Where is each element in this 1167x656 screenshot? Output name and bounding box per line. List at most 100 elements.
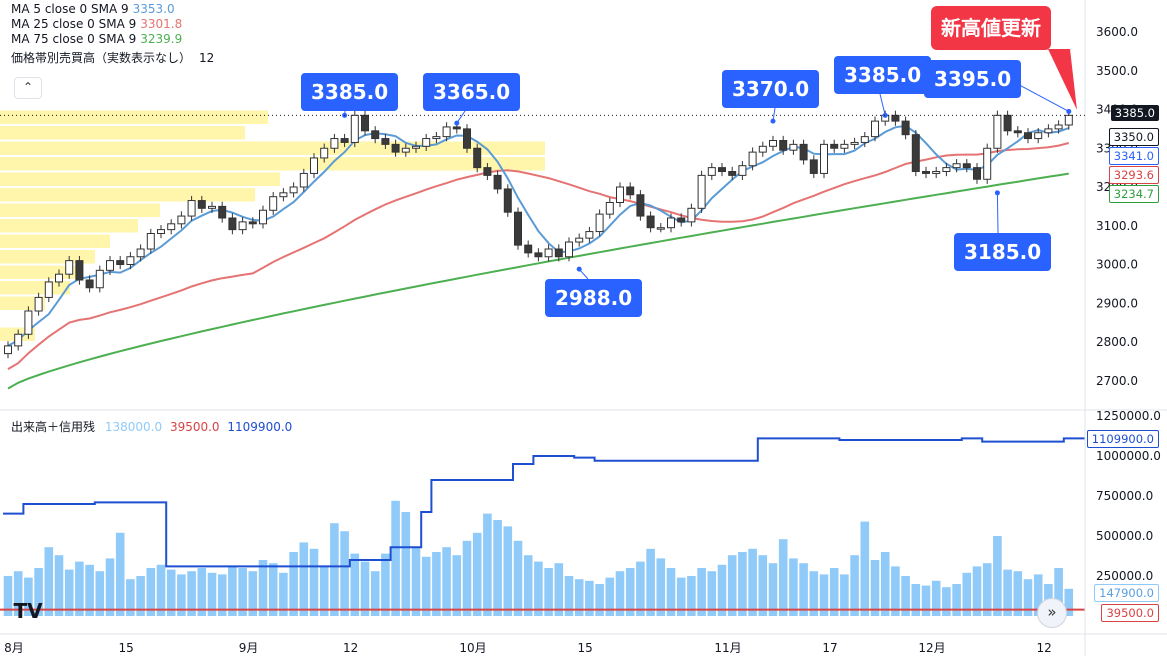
volume-bar — [544, 568, 553, 616]
volume-bar — [1013, 571, 1023, 616]
candle-body — [718, 167, 726, 172]
candle-body — [187, 200, 196, 217]
candle-body — [585, 231, 594, 239]
candle-body — [697, 174, 706, 209]
volume-bar — [748, 548, 757, 616]
candle-body — [973, 167, 981, 180]
collapse-legend-button[interactable]: ⌃ — [14, 77, 42, 99]
candle-body — [983, 147, 992, 180]
volume-profile-row — [0, 110, 268, 124]
candle-body — [381, 138, 390, 145]
candle-body — [4, 345, 12, 355]
volume-bar — [738, 552, 747, 616]
volume-bar — [115, 532, 125, 616]
volume-bar — [727, 555, 737, 616]
volume-bar — [564, 576, 574, 616]
volume-bar — [340, 531, 349, 616]
ma5-line — [7, 124, 1070, 347]
ma25-line — [7, 142, 1070, 370]
volume-bar — [676, 577, 686, 616]
candle-body — [993, 114, 1002, 149]
volume-bar — [931, 580, 941, 616]
volume-bar — [370, 571, 380, 616]
candle-body — [1003, 114, 1012, 132]
candle-body — [116, 260, 125, 265]
price-label-ma25: 3293.6 — [1108, 166, 1159, 184]
price-label-3341: 3341.0 — [1108, 147, 1159, 165]
candle-body — [656, 227, 665, 230]
x-tick-label: 15 — [578, 641, 593, 655]
volume-bar — [54, 555, 64, 616]
volume-bar — [901, 576, 910, 616]
candle-body — [452, 126, 461, 130]
volume-bar — [952, 584, 961, 616]
volume-bar — [207, 572, 217, 616]
candle-body — [769, 140, 777, 147]
y-tick-label: 3100.0 — [1096, 219, 1138, 233]
callout-high-2: 3365.0 — [423, 73, 521, 111]
volume-bar — [778, 539, 788, 616]
candle-body — [218, 205, 227, 219]
candle-body — [667, 217, 675, 229]
volume-bar — [1023, 579, 1033, 616]
volume-bar — [421, 556, 431, 616]
volume-bar — [279, 572, 288, 616]
volume-bar — [615, 571, 625, 616]
candle-body — [299, 172, 308, 188]
volume-bar — [319, 566, 329, 616]
volume-bar — [942, 587, 951, 616]
candle-body — [605, 202, 614, 215]
callout-high-5: 3395.0 — [924, 60, 1022, 98]
price-label-margin-sell: 39500.0 — [1101, 604, 1159, 622]
volume-bar — [44, 547, 54, 616]
candle-body — [850, 141, 859, 145]
callout-low-2: 3185.0 — [954, 233, 1052, 271]
candle-body — [860, 136, 869, 143]
scroll-to-realtime-button[interactable]: » — [1037, 598, 1067, 628]
candle-body — [34, 296, 43, 312]
x-tick-label: 9月 — [239, 641, 259, 655]
volume-bar — [799, 563, 808, 616]
annotation-dot — [994, 190, 1000, 196]
volume-bar — [75, 561, 84, 616]
volume-bar — [891, 566, 900, 616]
candle-body — [473, 147, 482, 169]
double-chevron-right-icon: » — [1047, 603, 1057, 621]
candle-body — [554, 248, 563, 258]
candle-body — [1064, 114, 1073, 126]
candle-body — [197, 200, 206, 209]
volume-bar — [411, 547, 421, 616]
candle-body — [758, 145, 767, 153]
volume-bar — [493, 520, 502, 616]
x-tick-label: 15 — [119, 641, 134, 655]
volume-bar — [268, 563, 278, 616]
volume-bar — [880, 552, 890, 616]
volume-bar — [962, 572, 972, 616]
annotation-dot — [770, 118, 776, 124]
volume-bar — [3, 576, 13, 616]
candle-body — [320, 147, 329, 159]
volume-bar — [503, 526, 513, 616]
candle-body — [106, 260, 114, 271]
volume-bar — [85, 564, 94, 616]
price-label-ma5: 3350.0 — [1108, 128, 1159, 146]
volume-bar — [707, 571, 717, 616]
candle-body — [330, 138, 339, 149]
new-high-label: 新高値更新 — [931, 6, 1051, 50]
volume-bar — [126, 579, 135, 616]
chevron-up-icon: ⌃ — [22, 80, 34, 94]
volume-bar — [534, 561, 543, 616]
callout-high-1: 3385.0 — [301, 73, 399, 111]
volume-bar — [350, 553, 360, 616]
volume-bar — [166, 569, 176, 616]
candle-body — [677, 217, 686, 223]
volume-bar — [309, 548, 319, 616]
candle-body — [289, 186, 298, 194]
candle-body — [371, 130, 380, 140]
candle-body — [269, 196, 278, 211]
volume-y-tick-label: 1250000.0 — [1096, 409, 1161, 423]
volume-bar — [442, 547, 451, 616]
candle-body — [779, 140, 788, 151]
volume-profile-row — [0, 188, 255, 202]
